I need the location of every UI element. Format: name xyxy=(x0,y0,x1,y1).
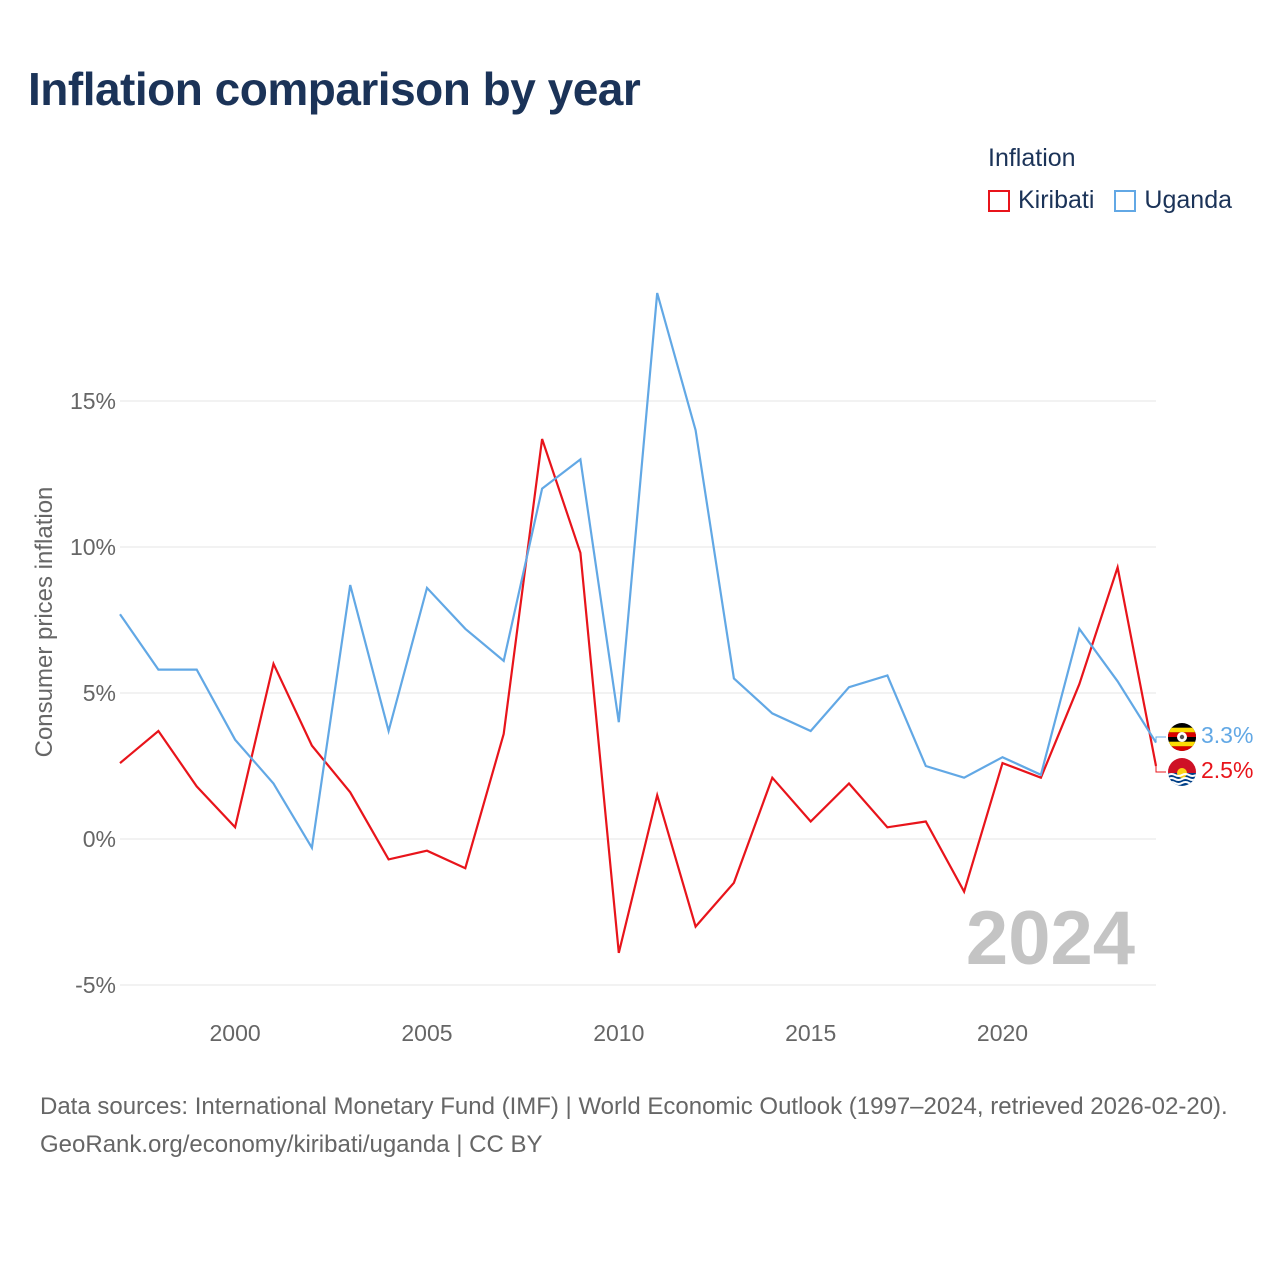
series-lines xyxy=(119,292,1166,954)
series-line-kiribati[interactable] xyxy=(119,438,1158,954)
uganda-flag-icon xyxy=(1168,723,1196,751)
year-watermark: 2024 xyxy=(966,896,1135,981)
y-tick-label: 0% xyxy=(83,826,116,852)
legend-item-uganda[interactable]: Uganda xyxy=(1114,186,1232,215)
y-tick-label: 5% xyxy=(83,680,116,706)
series-line-uganda[interactable] xyxy=(119,292,1157,852)
legend-swatch-uganda xyxy=(1114,189,1137,212)
end-label-uganda: 3.3% xyxy=(1201,722,1253,748)
legend-swatch-kiribati xyxy=(988,189,1010,212)
x-tick-label: 2000 xyxy=(210,1020,261,1046)
legend: Kiribati Uganda xyxy=(988,186,1232,215)
grid-lines xyxy=(120,400,1156,986)
line-chart: -5% 0% 5% 10% 15% 2000 2005 2010 2015 2020 Consu… xyxy=(31,292,1253,1046)
data-sources: Data sources: International Monetary Fun… xyxy=(40,1093,1228,1120)
x-tick-label: 2015 xyxy=(785,1020,836,1046)
y-tick-label: 15% xyxy=(70,388,116,414)
kiribati-flag-icon xyxy=(1168,758,1196,786)
y-axis-ticks: -5% 0% 5% 10% 15% xyxy=(70,388,116,998)
legend-label-kiribati: Kiribati xyxy=(1018,186,1095,214)
footer: Data sources: International Monetary Fun… xyxy=(40,1088,1245,1164)
end-connector-uganda xyxy=(1155,736,1166,743)
credit-link[interactable]: GeoRank.org/economy/kiribati/uganda | CC… xyxy=(40,1131,543,1158)
x-tick-label: 2005 xyxy=(401,1020,452,1046)
legend-label-uganda: Uganda xyxy=(1144,186,1232,214)
y-axis-label: Consumer prices inflation xyxy=(31,487,58,758)
y-tick-label: -5% xyxy=(75,972,116,998)
end-connector-kiribati xyxy=(1155,766,1166,773)
x-tick-label: 2020 xyxy=(977,1020,1028,1046)
legend-title: Inflation xyxy=(988,144,1076,172)
end-label-kiribati: 2.5% xyxy=(1201,757,1253,783)
y-tick-label: 10% xyxy=(70,534,116,560)
legend-item-kiribati[interactable]: Kiribati xyxy=(988,186,1094,215)
x-tick-label: 2010 xyxy=(593,1020,644,1046)
end-markers: 3.3% 2.5% xyxy=(1168,722,1253,786)
page-title: Inflation comparison by year xyxy=(28,63,641,115)
x-axis-ticks: 2000 2005 2010 2015 2020 xyxy=(210,1020,1029,1046)
